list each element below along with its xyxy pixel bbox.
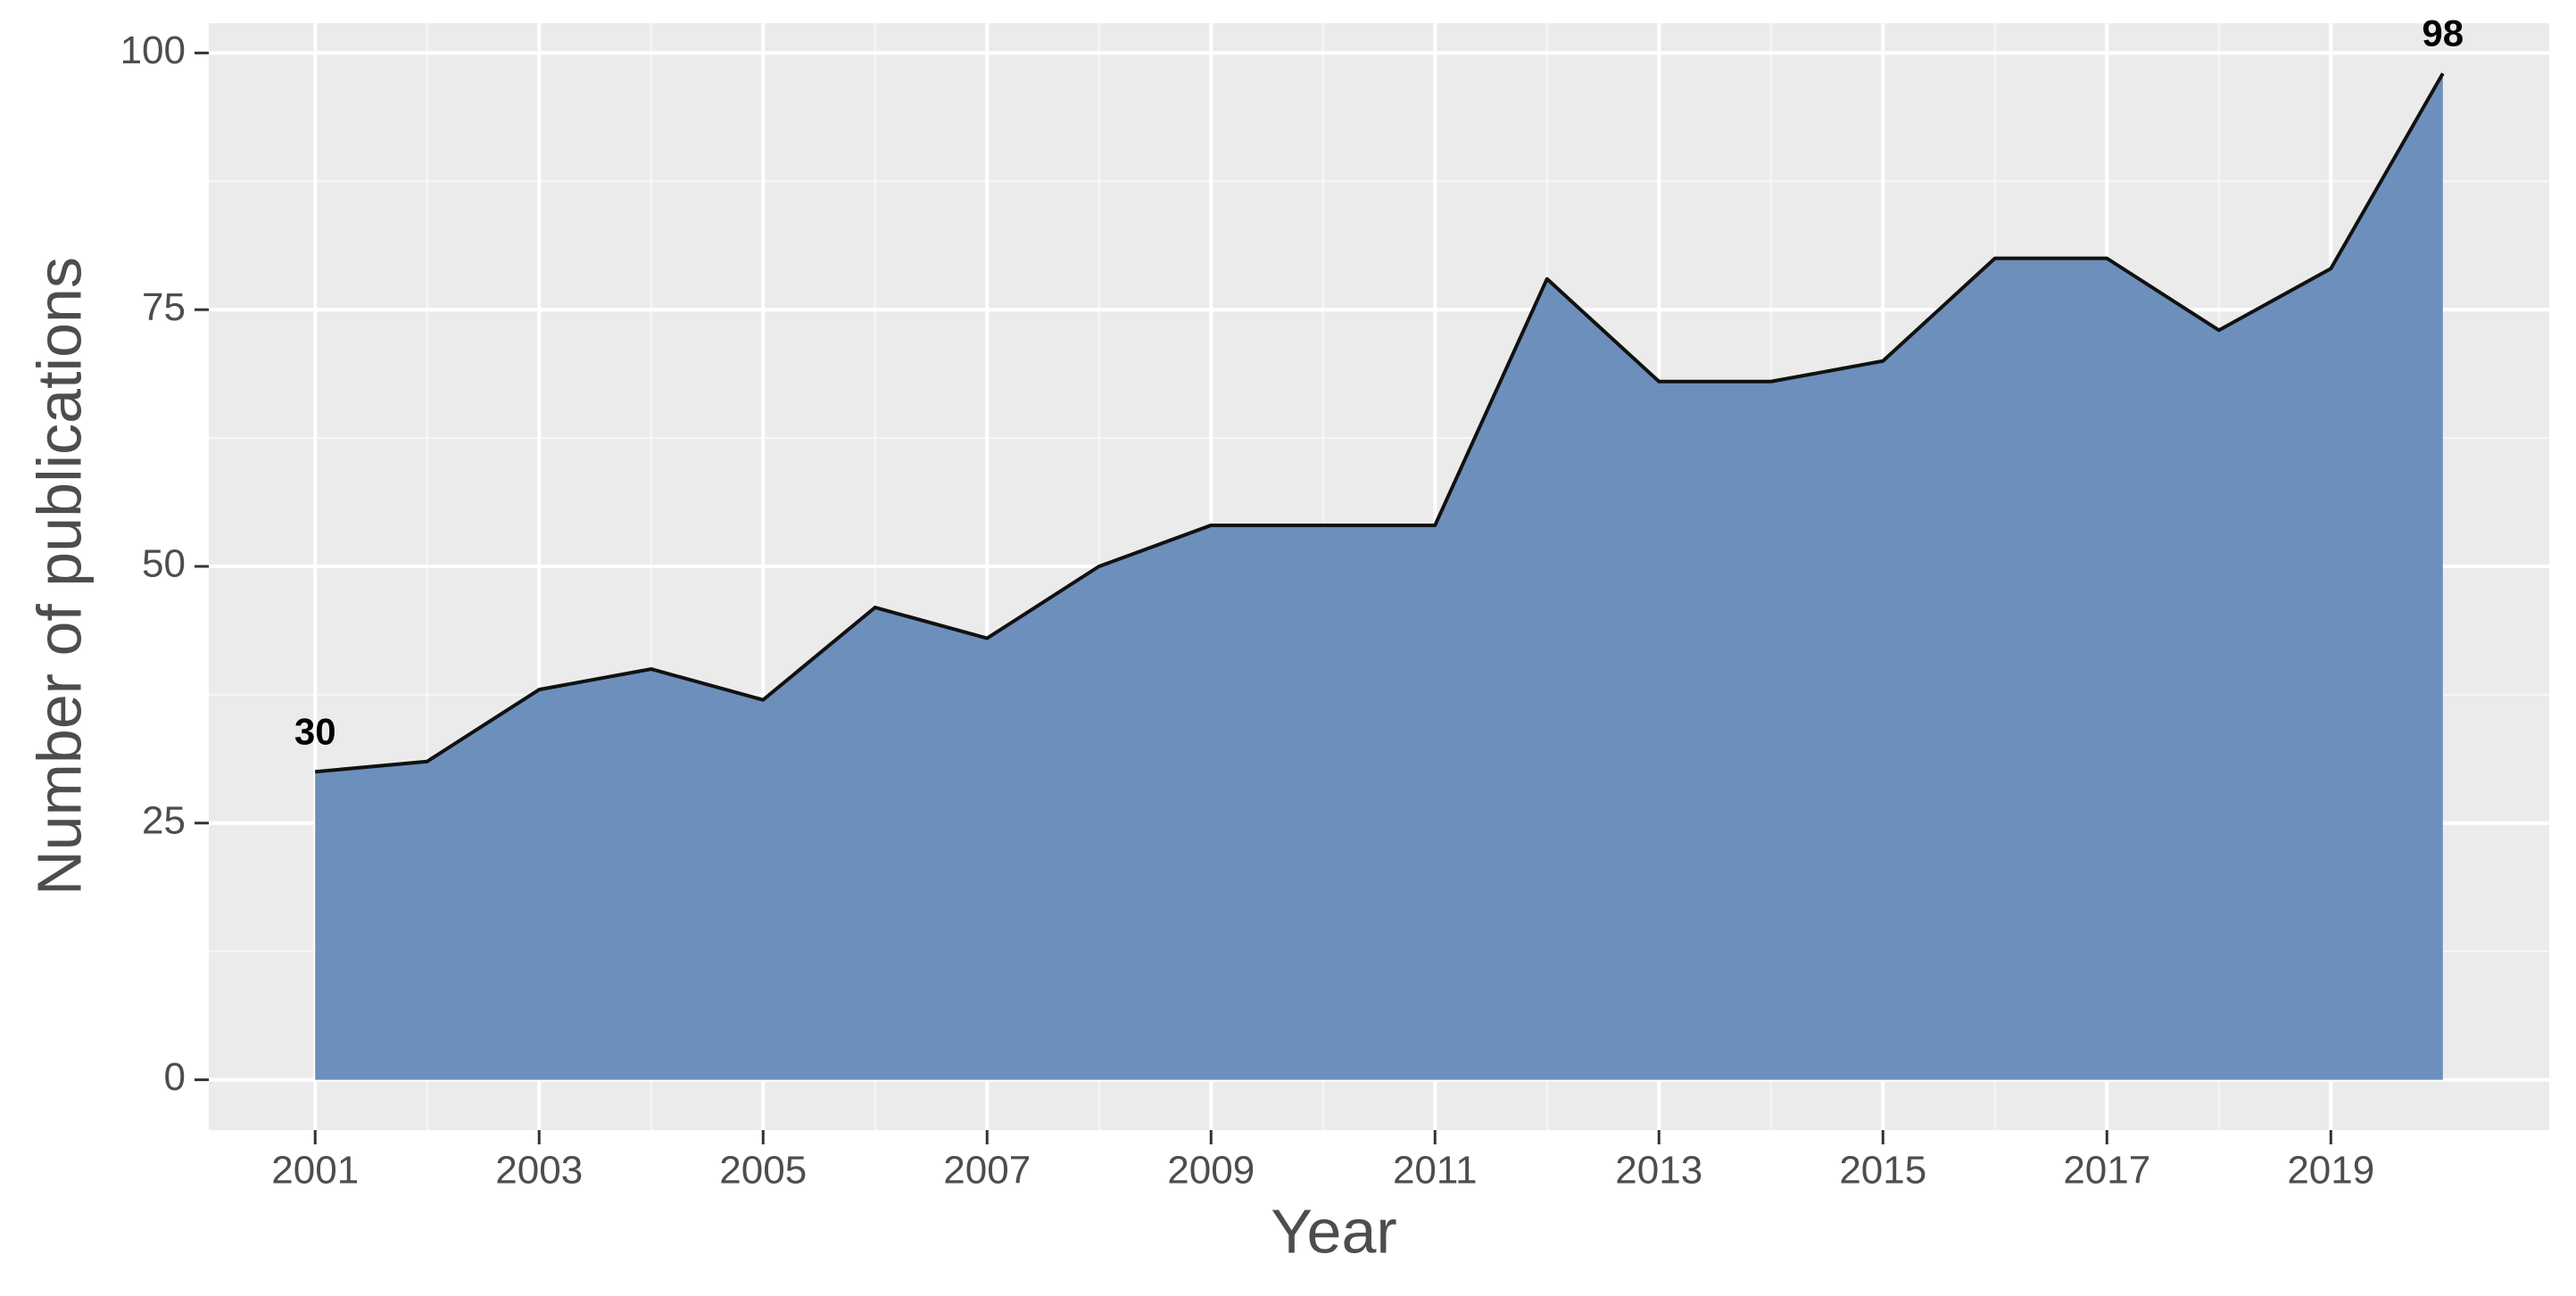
x-tick-label: 2001 xyxy=(271,1149,359,1193)
line xyxy=(315,72,2445,774)
x-tick-label: 2005 xyxy=(719,1149,807,1193)
x-tick-label: 2015 xyxy=(1839,1149,1926,1193)
area xyxy=(315,73,2443,1080)
x-tick-label: 2017 xyxy=(2063,1149,2150,1193)
y-tick-label: 75 xyxy=(142,285,186,329)
x-tick-label: 2019 xyxy=(2287,1149,2374,1193)
x-tick-label: 2003 xyxy=(495,1149,583,1193)
x-axis-title: Year xyxy=(1271,1196,1396,1266)
y-tick-label: 0 xyxy=(164,1055,186,1099)
data-label: 30 xyxy=(294,710,336,752)
x-tick-label: 2011 xyxy=(1393,1149,1478,1193)
x-tick-label: 2009 xyxy=(1167,1149,1255,1193)
y-axis-title: Number of publications xyxy=(24,257,94,896)
x-tick-label: 2013 xyxy=(1615,1149,1702,1193)
y-tick-label: 50 xyxy=(142,542,186,586)
y-tick-label: 100 xyxy=(120,29,186,72)
x-tick-label: 2007 xyxy=(943,1149,1031,1193)
data-label: 98 xyxy=(2422,12,2464,54)
y-tick-label: 25 xyxy=(142,798,186,842)
